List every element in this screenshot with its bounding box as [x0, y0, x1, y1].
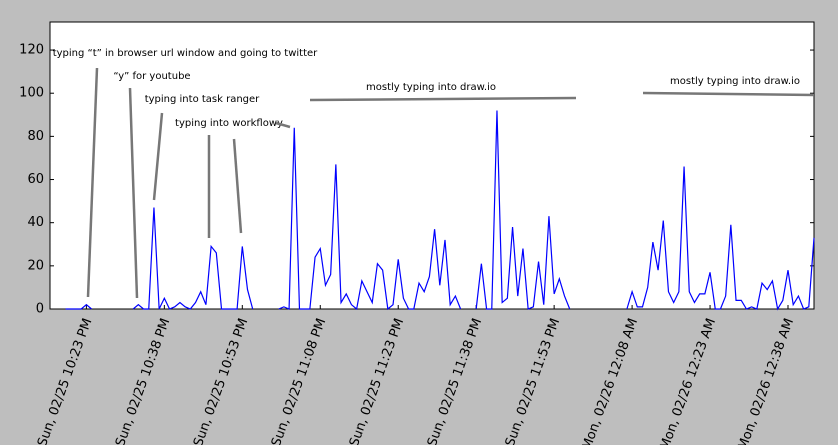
y-tick-label: 40: [27, 215, 44, 230]
annotation: “y” for youtube: [113, 71, 190, 82]
y-tick-label: 120: [19, 43, 44, 58]
x-tick-label: Mon, 02/26 12:23 AM: [657, 316, 719, 445]
y-tick-label: 80: [27, 129, 44, 144]
annotation-arrow: [642, 91, 815, 97]
annotation: typing into task ranger: [145, 94, 260, 105]
annotation: typing “t” in browser url window and goi…: [53, 48, 318, 59]
annotation: typing into workflowy: [175, 118, 283, 129]
annotation-arrow: [152, 112, 164, 201]
annotation-arrow: [275, 121, 291, 129]
annotation-arrow: [309, 96, 577, 102]
x-tick-label: Sun, 02/25 11:08 PM: [269, 316, 329, 445]
annotation-arrow: [86, 67, 99, 298]
annotation-arrow: [232, 138, 243, 234]
annotation: mostly typing into draw.io: [670, 76, 800, 87]
y-tick-label: 100: [19, 86, 44, 101]
annotation: mostly typing into draw.io: [366, 82, 496, 93]
x-tick-label: Sun, 02/25 10:53 PM: [191, 316, 251, 445]
plot-area: [49, 21, 815, 310]
annotation-arrow: [128, 87, 139, 299]
data-line: [65, 110, 815, 311]
x-tick-label: Sun, 02/25 10:23 PM: [35, 316, 95, 445]
y-tick-label: 20: [27, 258, 44, 273]
x-tick-label: Mon, 02/26 12:38 AM: [735, 316, 797, 445]
x-tick-label: Sun, 02/25 11:23 PM: [347, 316, 407, 445]
y-tick-label: 0: [36, 302, 44, 317]
x-tick-label: Sun, 02/25 10:38 PM: [113, 316, 173, 445]
x-tick-label: Sun, 02/25 11:53 PM: [503, 316, 563, 445]
x-tick-label: Sun, 02/25 11:38 PM: [425, 316, 485, 445]
x-tick-label: Mon, 02/26 12:08 AM: [580, 316, 642, 445]
y-tick-label: 60: [27, 172, 44, 187]
